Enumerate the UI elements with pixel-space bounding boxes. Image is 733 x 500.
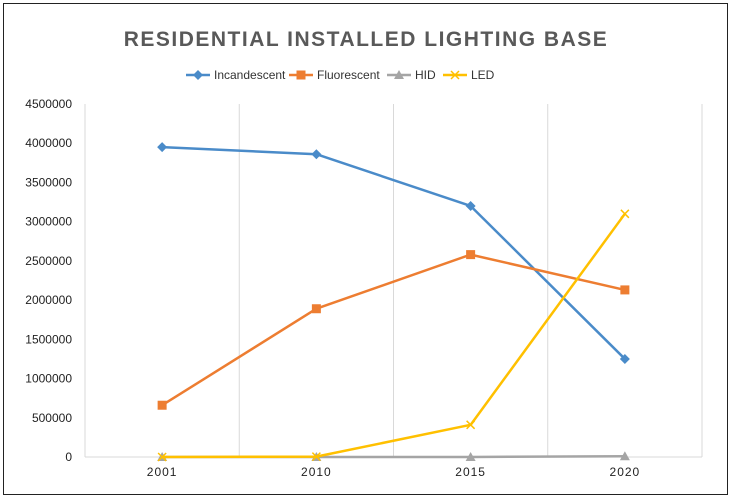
legend-item-hid: HID	[387, 68, 436, 82]
marker-diamond	[619, 353, 630, 364]
legend: Incandescent Fluorescent HID LED	[186, 68, 495, 82]
legend-label: Incandescent	[214, 68, 286, 82]
y-tick-label: 3000000	[25, 215, 72, 229]
marker-x	[157, 452, 167, 462]
marker-square	[296, 70, 306, 80]
y-tick-label: 3500000	[25, 175, 72, 189]
marker-diamond	[157, 142, 168, 153]
series-led	[157, 209, 630, 462]
marker-x	[311, 452, 321, 462]
legend-label: Fluorescent	[317, 68, 380, 82]
marker-diamond	[311, 149, 322, 160]
series-incandescent	[157, 142, 630, 364]
chart-frame	[3, 3, 728, 495]
marker-square	[157, 400, 167, 410]
series-layer	[157, 142, 630, 462]
marker-x	[466, 420, 476, 430]
series-fluorescent	[157, 250, 630, 410]
marker-square	[311, 304, 321, 314]
marker-diamond	[193, 70, 203, 80]
legend-label: LED	[471, 68, 495, 82]
marker-triangle	[394, 70, 404, 79]
x-tick-label: 2010	[301, 465, 332, 479]
y-tick-label: 2500000	[25, 254, 72, 268]
marker-x	[620, 209, 630, 219]
marker-x	[450, 70, 460, 80]
x-axis: 2001 2010 2015 2020	[147, 465, 641, 479]
y-tick-label: 4000000	[25, 136, 72, 150]
legend-item-led: LED	[443, 68, 495, 82]
marker-square	[466, 250, 476, 260]
series-line	[162, 213, 626, 459]
y-tick-label: 0	[65, 450, 72, 464]
y-tick-label: 2000000	[25, 293, 72, 307]
marker-square	[620, 285, 630, 295]
series-line	[161, 253, 626, 407]
marker-triangle	[619, 451, 630, 461]
x-tick-label: 2015	[455, 465, 486, 479]
legend-item-fluorescent: Fluorescent	[289, 68, 380, 82]
y-tick-label: 500000	[32, 411, 72, 425]
y-tick-label: 4500000	[25, 97, 72, 111]
chart-title: RESIDENTIAL INSTALLED LIGHTING BASE	[124, 28, 609, 51]
legend-label: HID	[415, 68, 436, 82]
y-axis: 0 500000 1000000 1500000 2000000 2500000 30000…	[25, 97, 72, 464]
series-line	[162, 145, 626, 360]
marker-diamond	[465, 200, 476, 211]
marker-triangle	[465, 452, 476, 461]
x-tick-label: 2020	[610, 465, 641, 479]
x-tick-label: 2001	[147, 465, 178, 479]
y-tick-label: 1000000	[25, 372, 72, 386]
legend-item-incandescent: Incandescent	[186, 68, 286, 82]
y-tick-label: 1500000	[25, 332, 72, 346]
